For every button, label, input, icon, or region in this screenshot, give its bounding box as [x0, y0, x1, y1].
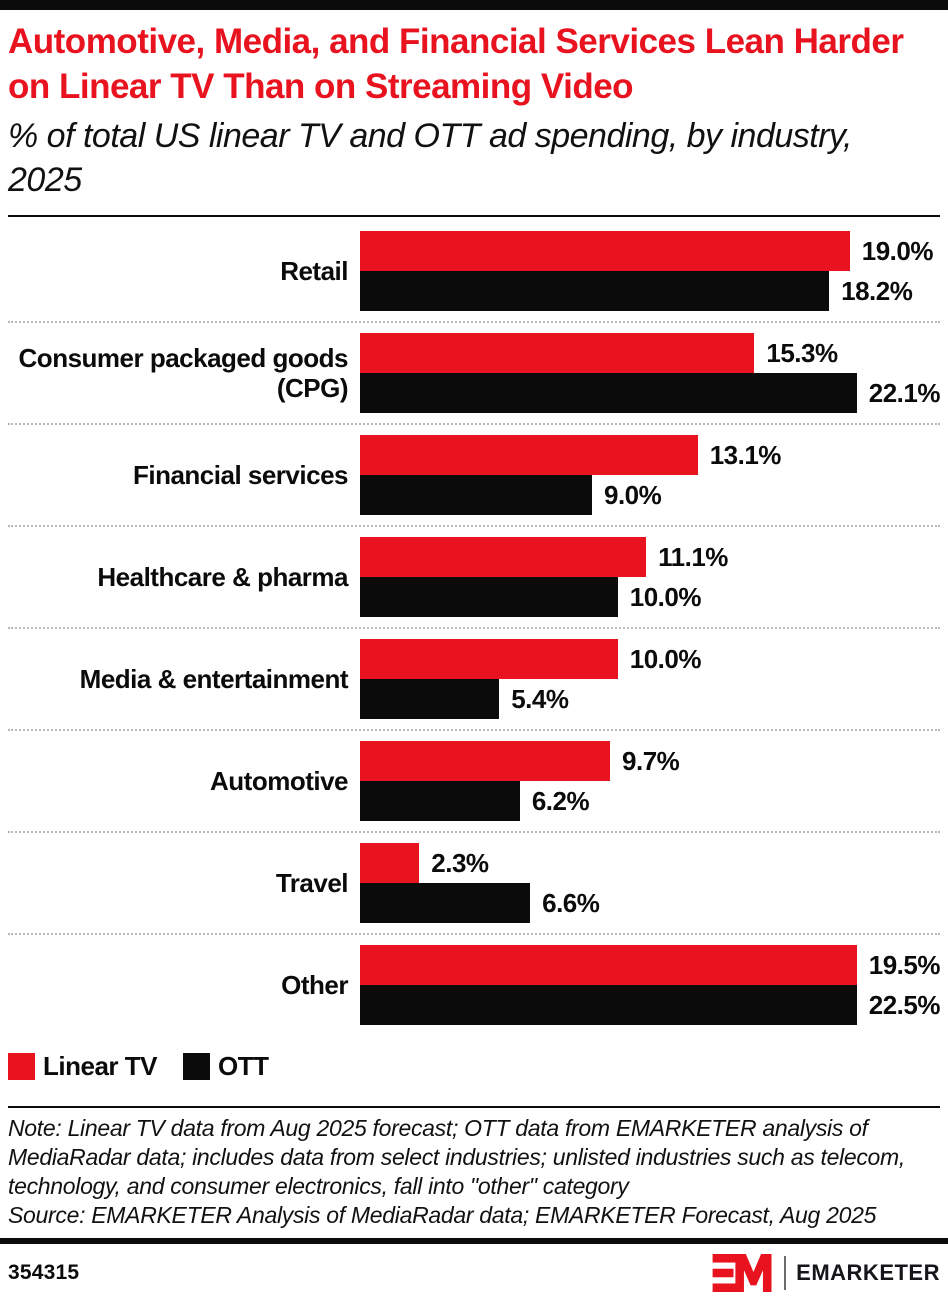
value-label: 9.7%: [622, 745, 680, 776]
chart-subtitle: % of total US linear TV and OTT ad spend…: [8, 116, 852, 200]
bar-group: 9.7% 6.2%: [360, 741, 940, 822]
chart-row: Media & entertainment 10.0% 5.4%: [8, 629, 940, 732]
chart-row: Travel 2.3% 6.6%: [8, 833, 940, 936]
value-label: 15.3%: [766, 337, 838, 368]
bar-ott: [360, 781, 520, 822]
chart-rows: Retail 19.0% 18.2% Consumer packaged goods …: [8, 221, 941, 1035]
bar-line: 9.7%: [360, 741, 940, 782]
header-divider: [8, 215, 940, 218]
bar-ott: [360, 373, 857, 414]
bar-line: 2.3%: [360, 843, 940, 884]
emarketer-em-icon: [712, 1254, 772, 1293]
category-label: Healthcare & pharma: [97, 562, 348, 592]
bar-ott: [360, 475, 592, 516]
bar-line: 22.1%: [360, 373, 941, 414]
bar-line: 6.2%: [360, 781, 940, 822]
chart-id: 354315: [8, 1261, 80, 1285]
category-label: Media & entertainment: [79, 664, 349, 694]
bar-linear-tv: [360, 945, 857, 986]
bar-group: 19.0% 18.2%: [360, 231, 940, 312]
footer-row: 354315 EMARKETER: [0, 1244, 948, 1304]
legend-label: OTT: [217, 1051, 269, 1082]
value-label: 13.1%: [709, 439, 782, 470]
legend-item-linear-tv: Linear TV: [8, 1051, 157, 1082]
category-label: Travel: [275, 868, 349, 898]
chart-row: Other 19.5% 22.5%: [8, 935, 941, 1035]
value-label: 19.5%: [868, 949, 941, 980]
bar-line: 9.0%: [360, 475, 940, 516]
category-label: Retail: [280, 256, 348, 286]
logo-divider: [784, 1256, 787, 1291]
chart-row: Healthcare & pharma 11.1% 10.0%: [8, 527, 940, 630]
bar-line: 11.1%: [360, 537, 940, 578]
bar-linear-tv: [360, 231, 850, 272]
category-label: Financial services: [132, 460, 349, 490]
bar-line: 18.2%: [360, 271, 940, 312]
chart-row: Consumer packaged goods (CPG) 15.3% 22.1%: [8, 323, 941, 426]
value-label: 2.3%: [431, 847, 489, 878]
bar-line: 22.5%: [360, 985, 941, 1026]
chart-source: Source: EMARKETER Analysis of MediaRadar…: [8, 1202, 877, 1229]
bar-group: 11.1% 10.0%: [360, 537, 940, 618]
chart-row: Financial services 13.1% 9.0%: [8, 425, 940, 528]
bar-group: 10.0% 5.4%: [360, 639, 940, 720]
bar-group: 15.3% 22.1%: [360, 333, 941, 414]
bar-ott: [360, 271, 830, 312]
bar-ott: [360, 985, 857, 1026]
legend-item-ott: OTT: [182, 1051, 269, 1082]
bar-ott: [360, 577, 618, 618]
legend-label: Linear TV: [43, 1051, 157, 1082]
bar-group: 19.5% 22.5%: [360, 945, 941, 1026]
bottom-black-bar: [0, 1238, 948, 1245]
bar-linear-tv: [360, 843, 420, 884]
bar-line: 6.6%: [360, 883, 940, 924]
chart-row: Retail 19.0% 18.2%: [8, 221, 940, 324]
top-black-bar: [0, 0, 948, 10]
value-label: 6.2%: [531, 785, 590, 816]
brand-name: EMARKETER: [796, 1260, 940, 1286]
emarketer-logo: EMARKETER: [712, 1254, 940, 1293]
value-label: 6.6%: [542, 887, 600, 918]
footer-divider: [8, 1106, 940, 1109]
bar-line: 15.3%: [360, 333, 940, 374]
value-label: 5.4%: [511, 683, 569, 714]
chart-note: Note: Linear TV data from Aug 2025 forec…: [8, 1115, 906, 1200]
value-label: 22.5%: [868, 989, 941, 1020]
value-label: 19.0%: [861, 235, 934, 266]
bar-group: 13.1% 9.0%: [360, 435, 940, 516]
category-label: Consumer packaged goods (CPG): [18, 342, 349, 404]
bar-line: 19.5%: [360, 945, 941, 986]
bar-group: 2.3% 6.6%: [360, 843, 940, 924]
bar-line: 10.0%: [360, 639, 940, 680]
bar-chart: Retail 19.0% 18.2% Consumer packaged goods …: [8, 221, 941, 1035]
linear-tv-swatch-icon: [8, 1053, 35, 1081]
value-label: 10.0%: [629, 581, 702, 612]
chart-row: Automotive 9.7% 6.2%: [8, 731, 940, 834]
value-label: 22.1%: [868, 377, 941, 408]
value-label: 11.1%: [658, 541, 728, 572]
bar-linear-tv: [360, 333, 755, 374]
ott-swatch-icon: [182, 1053, 210, 1081]
value-label: 18.2%: [841, 275, 913, 306]
bar-linear-tv: [360, 741, 611, 782]
bar-line: 5.4%: [360, 679, 940, 720]
category-label: Automotive: [210, 766, 349, 796]
value-label: 10.0%: [629, 643, 702, 674]
bar-line: 10.0%: [360, 577, 940, 618]
value-label: 9.0%: [604, 479, 662, 510]
page-title: Automotive, Media, and Financial Service…: [8, 22, 904, 106]
bar-line: 13.1%: [360, 435, 940, 476]
category-label: Other: [281, 970, 348, 1000]
bar-ott: [360, 679, 500, 720]
bar-linear-tv: [360, 537, 647, 578]
bar-ott: [360, 883, 531, 924]
bar-line: 19.0%: [360, 231, 940, 272]
bar-linear-tv: [360, 639, 618, 680]
chart-legend: Linear TV OTT: [8, 1051, 940, 1082]
bar-linear-tv: [360, 435, 698, 476]
